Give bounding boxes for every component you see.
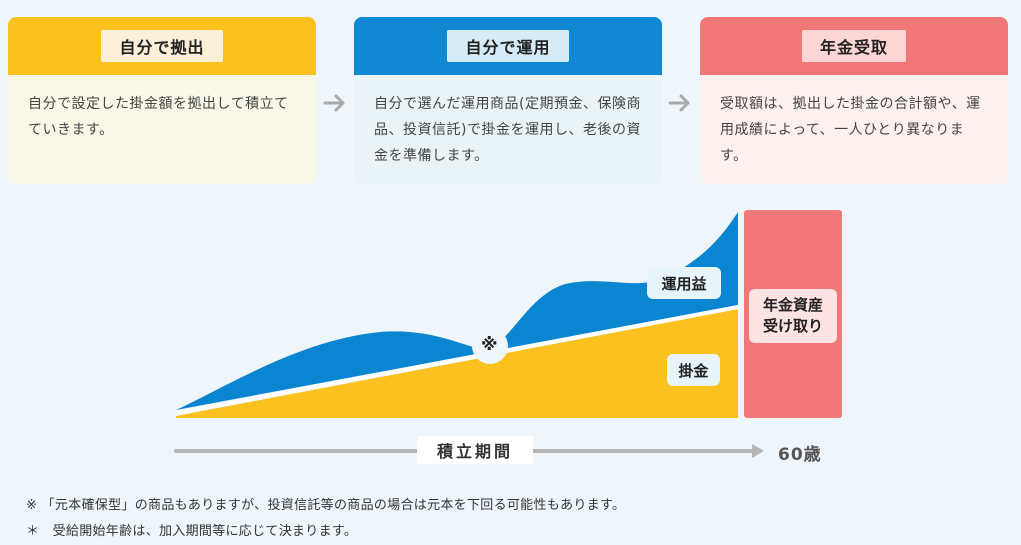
note-mark-circle <box>472 328 508 364</box>
step-card-invest: 自分で運用 自分で選んだ運用商品(定期預金、保険商品、投資信託)で掛金を運用し、… <box>354 17 662 184</box>
step-card-description: 自分で選んだ運用商品(定期預金、保険商品、投資信託)で掛金を運用し、老後の資金を… <box>354 75 662 184</box>
payout-age-label: 60歳 <box>778 445 822 465</box>
right-arrow-icon <box>323 94 345 112</box>
contributions-label: 掛金 <box>667 354 720 386</box>
step-card-header: 自分で拠出 <box>8 17 316 75</box>
step-card-title: 年金受取 <box>801 30 906 62</box>
footnote-age: ＊ 受給開始年齢は、加入期間等に応じて決まります。 <box>26 524 358 539</box>
accumulation-period-label: 積立期間 <box>417 436 533 464</box>
step-card-header: 自分で運用 <box>354 17 662 75</box>
step-card-contribute: 自分で拠出 自分で設定した掛金額を拠出して積立てていきます。 <box>8 17 316 184</box>
right-arrow-icon <box>668 94 690 112</box>
step-card-description: 受取額は、拠出した掛金の合計額や、運用成績によって、一人ひとり異なります。 <box>700 75 1008 184</box>
step-card-description: 自分で設定した掛金額を拠出して積立てていきます。 <box>8 75 316 184</box>
step-card-receive: 年金受取 受取額は、拠出した掛金の合計額や、運用成績によって、一人ひとり異なりま… <box>700 17 1008 184</box>
separator-line <box>175 305 739 415</box>
period-axis-arrowhead-icon <box>752 444 764 458</box>
step-card-title: 自分で拠出 <box>101 30 223 62</box>
contributions-area <box>176 309 738 418</box>
note-mark: ※ <box>481 335 498 355</box>
step-card-title: 自分で運用 <box>447 30 569 62</box>
footnote-principal: ※ 「元本確保型」の商品もありますが、投資信託等の商品の場合は元本を下回る可能性… <box>26 498 626 513</box>
investment-gains-label: 運用益 <box>647 267 721 299</box>
investment-gains-area <box>176 212 738 410</box>
step-card-header: 年金受取 <box>700 17 1008 75</box>
pension-payout-label: 年金資産 受け取り <box>749 289 837 343</box>
